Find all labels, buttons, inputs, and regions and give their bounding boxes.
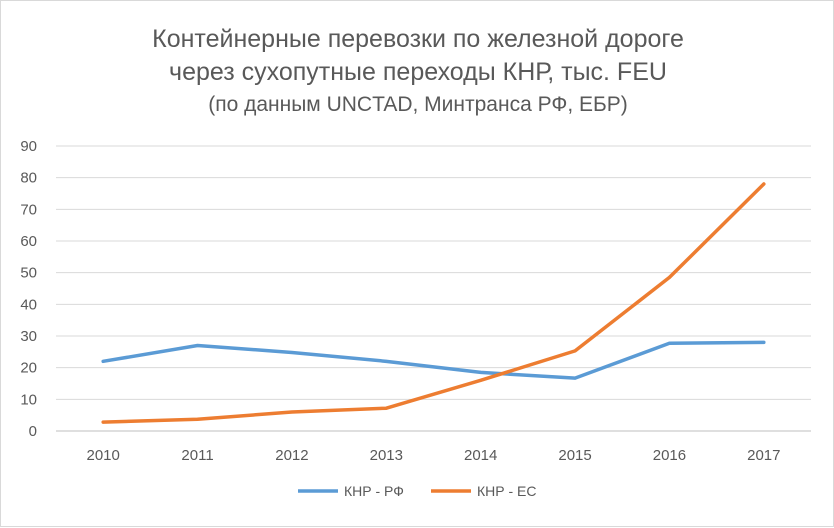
y-tick-label: 70 [20, 201, 37, 218]
x-tick-label: 2012 [275, 447, 308, 464]
legend: КНР - РФ КНР - ЕС [298, 483, 537, 499]
data-point [479, 370, 483, 374]
data-point [479, 378, 483, 382]
chart-subtitle: (по данным UNCTAD, Минтранса РФ, ЕБР) [208, 93, 628, 116]
chart-title-line-2: через сухопутные переходы КНР, тыс. FEU [169, 58, 667, 86]
data-point [667, 275, 671, 279]
y-tick-label: 50 [20, 265, 37, 282]
x-tick-label: 2017 [747, 447, 780, 464]
y-tick-label: 60 [20, 233, 37, 250]
y-tick-label: 30 [20, 328, 37, 345]
x-tick-label: 2010 [87, 447, 120, 464]
data-point [384, 359, 388, 363]
data-point [196, 344, 200, 347]
data-point [762, 182, 766, 186]
axis-labels: 0 10 20 30 40 50 60 70 80 90 2010 2011 2012 2013 2014 2… [20, 138, 780, 464]
data-point [290, 350, 294, 354]
data-point [573, 349, 577, 353]
x-tick-label: 2014 [464, 447, 497, 464]
x-tick-label: 2013 [370, 447, 403, 464]
data-point [573, 376, 577, 380]
data-point [290, 410, 294, 414]
legend-label: КНР - РФ [344, 483, 404, 499]
legend-label: КНР - ЕС [477, 483, 537, 499]
series-lines [101, 182, 766, 424]
x-tick-label: 2016 [653, 447, 686, 464]
x-tick-label: 2011 [181, 447, 213, 464]
x-tick-label: 2015 [558, 447, 591, 464]
data-point [196, 417, 200, 421]
data-point [101, 359, 105, 363]
series-line-1 [101, 340, 766, 380]
y-tick-label: 0 [29, 423, 37, 440]
y-tick-label: 10 [20, 391, 37, 408]
gridlines [56, 145, 811, 432]
y-tick-label: 20 [20, 360, 37, 377]
data-point [762, 340, 766, 344]
y-tick-label: 40 [20, 296, 37, 313]
series-line-2 [101, 182, 766, 424]
data-point [384, 406, 388, 410]
data-point [101, 420, 105, 424]
chart-title-line-1: Контейнерные перевозки по железной дорог… [152, 25, 684, 53]
chart-title: Контейнерные перевозки по железной дорог… [1, 23, 834, 89]
y-tick-label: 80 [20, 170, 37, 187]
data-point [667, 341, 671, 345]
y-tick-label: 90 [20, 138, 37, 155]
